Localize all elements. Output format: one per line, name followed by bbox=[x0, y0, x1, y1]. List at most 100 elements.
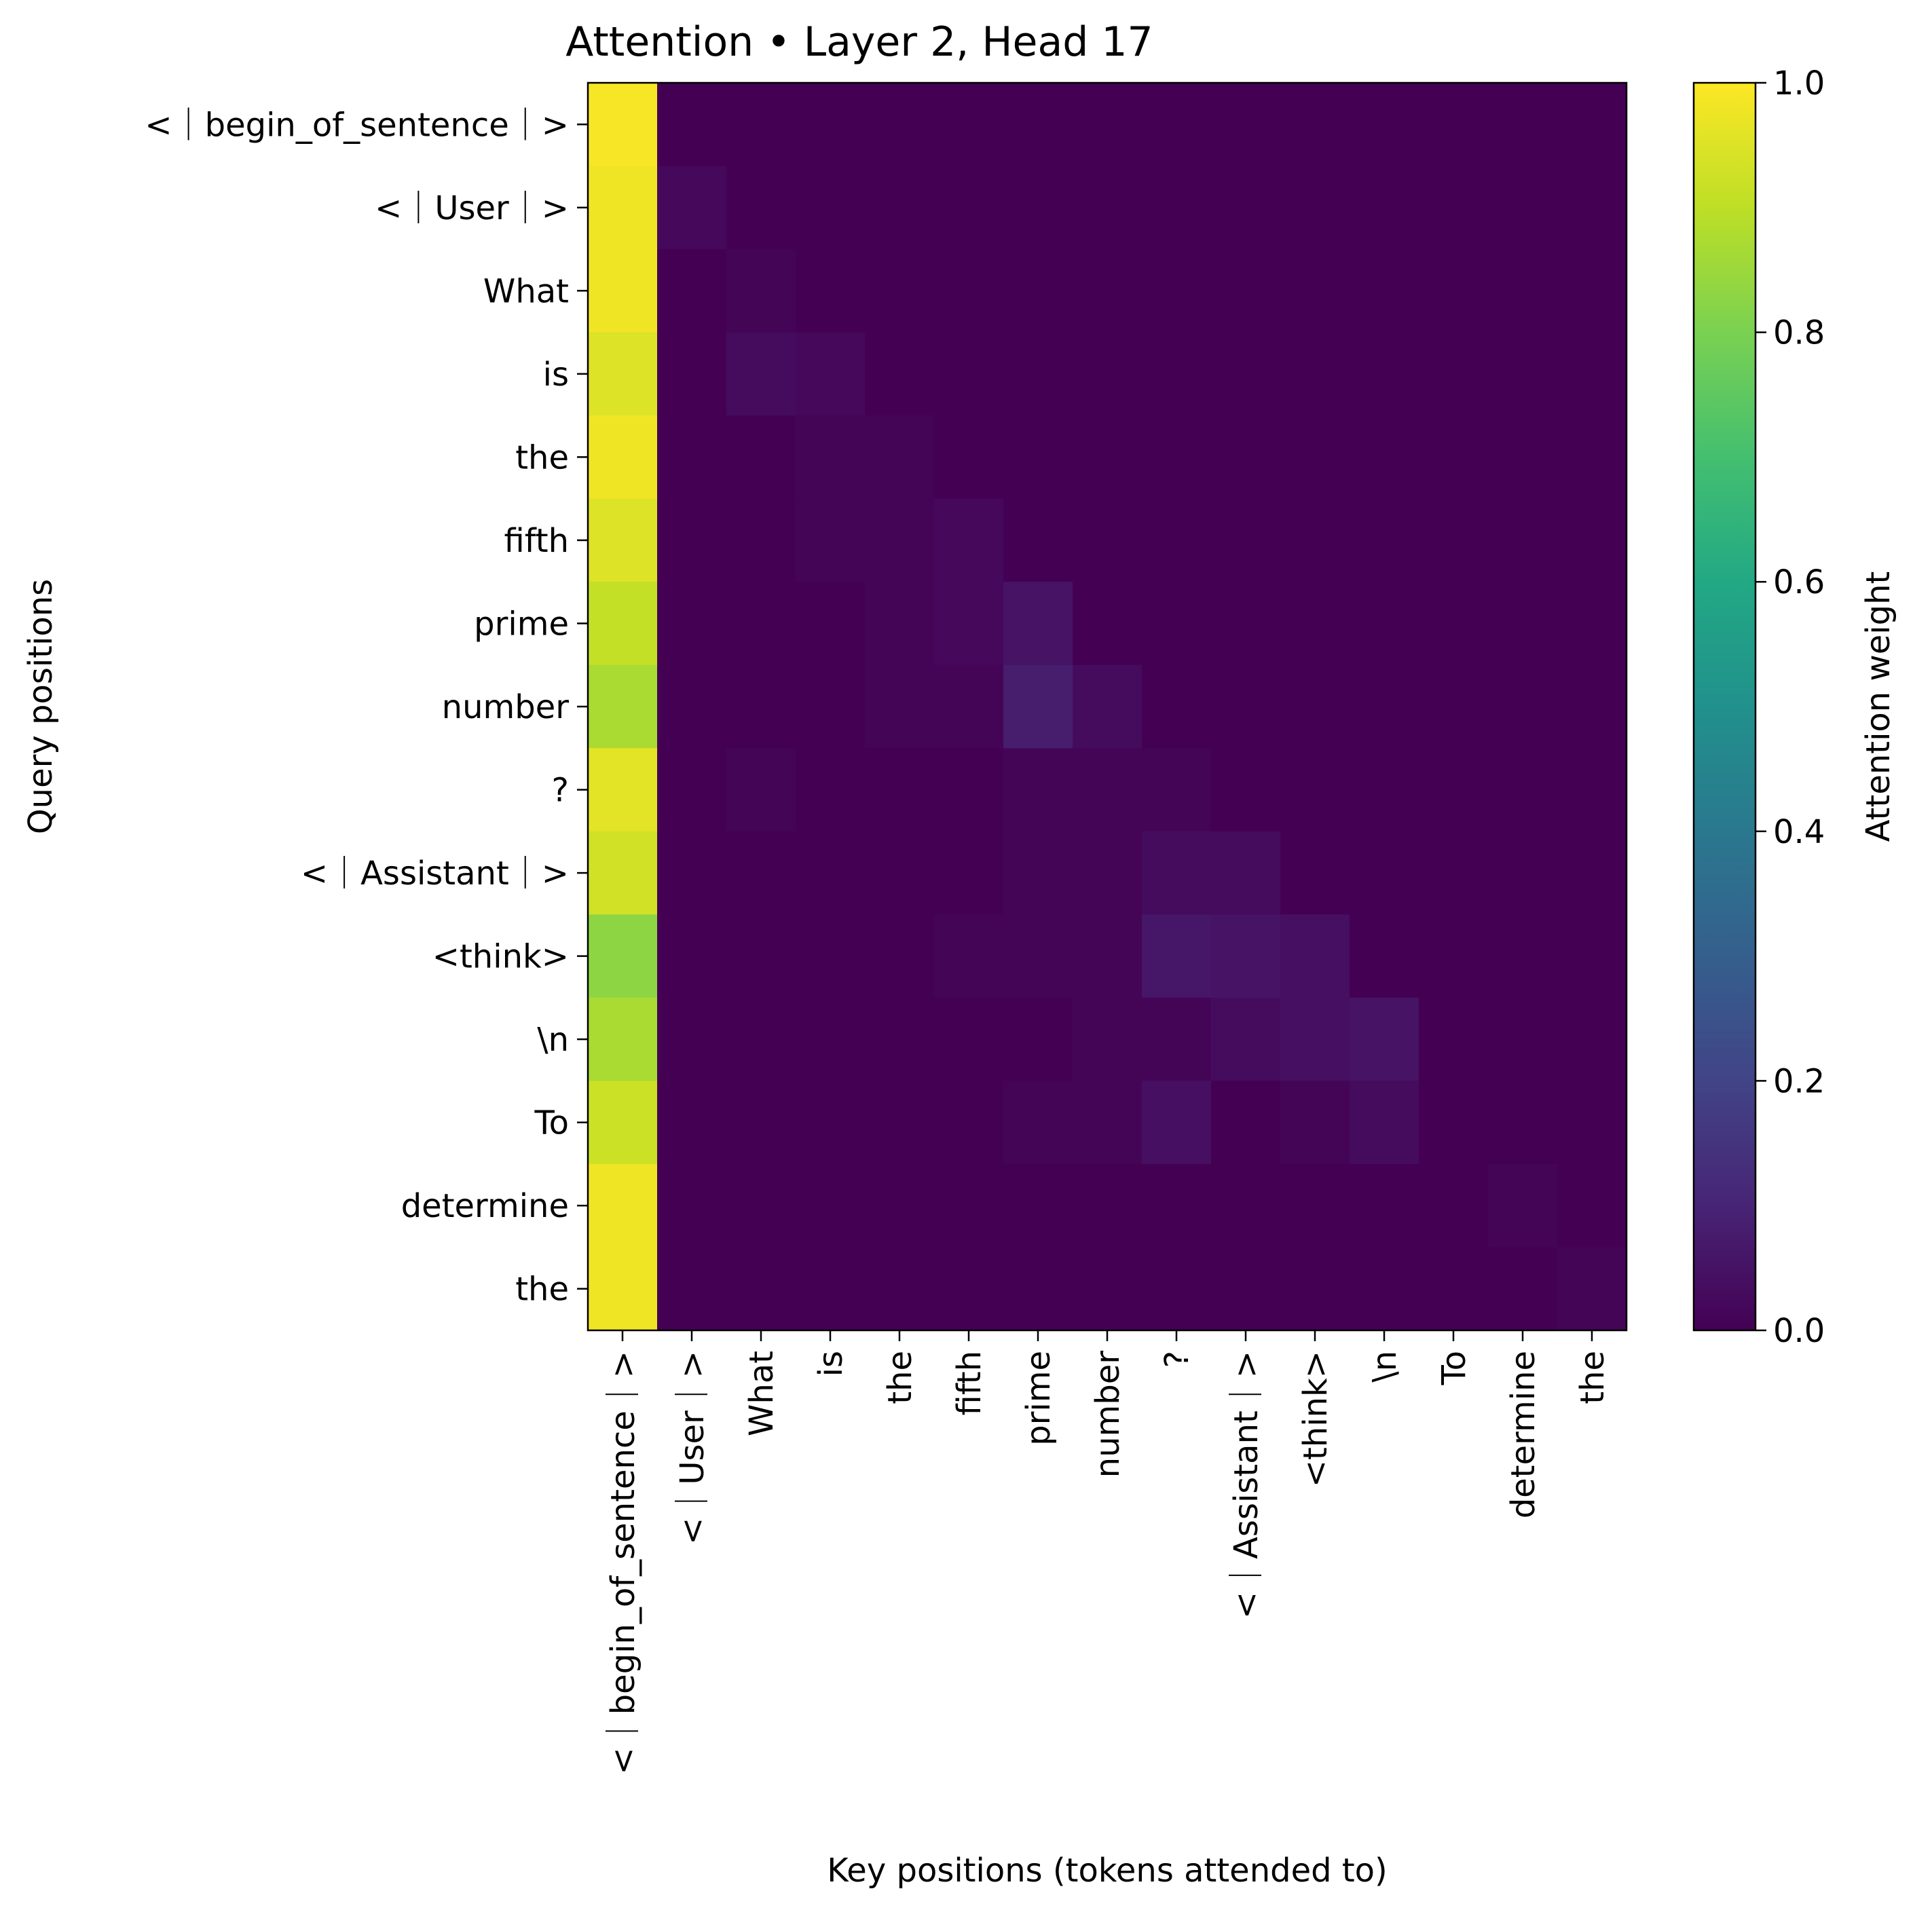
heatmap-cell bbox=[1142, 1163, 1212, 1248]
y-tick-label: prime bbox=[474, 605, 569, 643]
heatmap-cell bbox=[1350, 166, 1419, 250]
heatmap-cell bbox=[657, 415, 727, 500]
heatmap-cell bbox=[1488, 332, 1558, 416]
heatmap-cell bbox=[1350, 83, 1419, 167]
heatmap-cell bbox=[1557, 1081, 1627, 1165]
heatmap-cell bbox=[588, 249, 658, 333]
heatmap-cell bbox=[934, 1081, 1004, 1165]
y-axis-label: Query positions bbox=[22, 579, 60, 834]
heatmap-cell bbox=[657, 997, 727, 1081]
heatmap-cell bbox=[1003, 1163, 1073, 1248]
heatmap-cell bbox=[1073, 914, 1143, 998]
heatmap-cell bbox=[1488, 831, 1558, 915]
heatmap-cell bbox=[934, 415, 1004, 500]
heatmap-cell bbox=[726, 415, 796, 500]
heatmap-cell bbox=[1142, 166, 1212, 250]
heatmap-cell bbox=[1003, 831, 1073, 915]
heatmap-cell bbox=[588, 1081, 658, 1165]
heatmap-cell bbox=[1003, 1247, 1073, 1331]
y-tick-label: is bbox=[543, 356, 569, 394]
heatmap-cell bbox=[588, 415, 658, 500]
heatmap-cell bbox=[1350, 249, 1419, 333]
heatmap-cell bbox=[657, 166, 727, 250]
colorbar-ticks: 0.0 0.2 0.4 0.6 0.8 1.0 bbox=[1755, 64, 1825, 1350]
heatmap-cell bbox=[796, 997, 866, 1081]
colorbar-tick-label: 1.0 bbox=[1773, 64, 1825, 102]
heatmap-cell bbox=[657, 831, 727, 915]
heatmap-cell bbox=[1488, 1247, 1558, 1331]
heatmap-cell bbox=[796, 748, 866, 832]
heatmap-cell bbox=[1142, 997, 1212, 1081]
heatmap-cell bbox=[1419, 831, 1489, 915]
heatmap-cell bbox=[1211, 249, 1281, 333]
x-tick-label: the bbox=[881, 1351, 919, 1404]
heatmap-cell bbox=[657, 1247, 727, 1331]
heatmap-cell bbox=[1073, 1081, 1143, 1165]
y-tick-label: ? bbox=[552, 772, 569, 810]
heatmap-cell bbox=[1211, 83, 1281, 167]
heatmap-cell bbox=[865, 997, 935, 1081]
heatmap-cell bbox=[1557, 332, 1627, 416]
heatmap-cell bbox=[1419, 914, 1489, 998]
heatmap-cell bbox=[1557, 1163, 1627, 1248]
x-tick-label: <think> bbox=[1297, 1351, 1335, 1487]
x-tick-label: <｜begin_of_sentence｜> bbox=[604, 1351, 642, 1775]
heatmap-cell bbox=[1003, 166, 1073, 250]
heatmap-cell bbox=[934, 582, 1004, 666]
heatmap-cell bbox=[1211, 415, 1281, 500]
heatmap-cell bbox=[1488, 166, 1558, 250]
colorbar bbox=[1692, 81, 1757, 1332]
heatmap-cell bbox=[1142, 1081, 1212, 1165]
heatmap-cell bbox=[1003, 332, 1073, 416]
heatmap-cell bbox=[1073, 249, 1143, 333]
heatmap-cell bbox=[657, 249, 727, 333]
heatmap-cell bbox=[934, 83, 1004, 167]
heatmap-cell bbox=[1073, 332, 1143, 416]
heatmap-cell bbox=[1557, 83, 1627, 167]
heatmap-cell bbox=[865, 332, 935, 416]
heatmap-cell bbox=[1142, 249, 1212, 333]
heatmap-cell bbox=[865, 664, 935, 749]
heatmap-cell bbox=[1073, 831, 1143, 915]
heatmap-cell bbox=[796, 249, 866, 333]
heatmap-cell bbox=[1003, 498, 1073, 582]
heatmap-cell bbox=[1211, 498, 1281, 582]
heatmap-cell bbox=[1211, 582, 1281, 666]
heatmap-cell bbox=[865, 748, 935, 832]
heatmap-cell bbox=[1211, 997, 1281, 1081]
heatmap-cell bbox=[1211, 664, 1281, 749]
heatmap-cell bbox=[588, 83, 658, 167]
heatmap-cell bbox=[1350, 1163, 1419, 1248]
heatmap-cell bbox=[726, 997, 796, 1081]
heatmap-cell bbox=[934, 498, 1004, 582]
heatmap-cell bbox=[1280, 664, 1350, 749]
heatmap-cell bbox=[1419, 1163, 1489, 1248]
heatmap-cell bbox=[726, 1247, 796, 1331]
heatmap-cell bbox=[657, 914, 727, 998]
y-tick-label: <｜begin_of_sentence｜> bbox=[145, 106, 569, 144]
heatmap-cell bbox=[1073, 1247, 1143, 1331]
heatmap-cell bbox=[1419, 332, 1489, 416]
heatmap-cell bbox=[726, 332, 796, 416]
heatmap-cell bbox=[588, 498, 658, 582]
x-tick-label: What bbox=[743, 1351, 781, 1436]
heatmap-cell bbox=[934, 914, 1004, 998]
heatmap-cell bbox=[1488, 83, 1558, 167]
colorbar-tick-label: 0.8 bbox=[1773, 314, 1825, 352]
heatmap-cell bbox=[1211, 1081, 1281, 1165]
heatmap-cell bbox=[1280, 415, 1350, 500]
heatmap-cell bbox=[588, 166, 658, 250]
heatmap-cell bbox=[1419, 1081, 1489, 1165]
heatmap-cell bbox=[1557, 997, 1627, 1081]
heatmap-cell bbox=[726, 166, 796, 250]
heatmap-cells bbox=[588, 83, 1627, 1331]
heatmap-cell bbox=[1142, 1247, 1212, 1331]
heatmap-cell bbox=[796, 83, 866, 167]
colorbar-tick-label: 0.2 bbox=[1773, 1062, 1825, 1100]
heatmap-cell bbox=[1073, 83, 1143, 167]
heatmap-cell bbox=[1419, 498, 1489, 582]
y-tick-label: <｜User｜> bbox=[375, 189, 569, 227]
y-tick-label: \n bbox=[537, 1021, 569, 1059]
heatmap-cell bbox=[1557, 415, 1627, 500]
heatmap-cell bbox=[588, 1247, 658, 1331]
